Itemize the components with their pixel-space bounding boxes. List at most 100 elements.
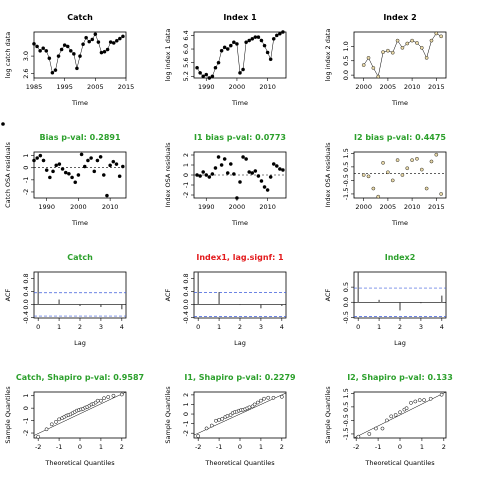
panel-8: Index2 Lag ACF 0 1 2 3 4 -0.5 0.0 0.5 <box>324 253 447 347</box>
y-tick-label: -2 <box>22 189 30 195</box>
data-point <box>87 39 91 44</box>
data-point <box>201 74 205 79</box>
y-tick-label: 0 <box>22 166 30 170</box>
y-tick-label: 5.6 <box>182 57 190 67</box>
residual-point <box>54 163 59 168</box>
y-tick-label: -1 <box>182 420 190 426</box>
y-axis-label: Catch OSA residuals <box>4 141 12 207</box>
data-point <box>366 56 371 60</box>
panel-4: I1 bias p-val: 0.0773 Time Index OSA resid… <box>164 133 287 227</box>
y-tick-label: 0.4 <box>182 286 190 296</box>
x-tick-label: 1 <box>259 443 263 451</box>
data-point <box>386 48 390 53</box>
y-tick-label: 1 <box>182 402 190 406</box>
data-point <box>390 50 395 55</box>
y-tick-label: -0.5 <box>342 414 350 427</box>
plot-frame <box>33 151 127 199</box>
x-tick-label: 3 <box>419 323 423 331</box>
residual-point <box>376 194 381 199</box>
data-point <box>72 52 76 56</box>
panel-6: Catch Lag ACF 0 1 2 3 4 -0.4 0.0 0.4 0.8 <box>4 253 127 347</box>
x-tick-label: 2000 <box>355 203 372 211</box>
residual-point <box>424 186 429 191</box>
x-tick-label: 2000 <box>229 83 246 91</box>
x-tick-label: 2010 <box>102 203 119 211</box>
qq-point <box>439 392 444 397</box>
y-tick-label: 1.0 <box>342 41 350 51</box>
y-tick-label: 1 <box>22 154 30 158</box>
data-point <box>253 35 258 39</box>
residual-point <box>105 193 109 198</box>
residual-point <box>400 173 405 177</box>
qq-point <box>385 418 389 423</box>
data-point <box>111 41 116 45</box>
panel-title: Index 1 <box>223 13 257 22</box>
qq-point <box>95 398 100 403</box>
y-tick-label: 2 <box>182 153 190 157</box>
residual-point <box>241 155 245 159</box>
x-tick-label: -1 <box>56 443 62 451</box>
data-point <box>207 76 212 80</box>
qq-point <box>404 406 409 411</box>
data-point <box>405 41 410 46</box>
x-tick-label: 2 <box>120 443 124 451</box>
data-point <box>429 38 434 43</box>
residual-point <box>405 166 410 171</box>
data-point <box>115 38 119 43</box>
y-tick-label: 0.8 <box>22 273 30 283</box>
y-axis-label: Index OSA residuals <box>164 142 172 208</box>
panel-title: I1 bias p-val: 0.0773 <box>194 133 286 142</box>
y-tick-label: 0.8 <box>182 273 190 283</box>
qq-point <box>389 414 394 419</box>
data-point <box>395 38 400 43</box>
residual-point <box>395 158 400 162</box>
y-tick-label: 1 <box>182 163 190 167</box>
panel-5: I2 bias p-val: 0.4475 Time Index OSA resid… <box>324 133 446 227</box>
x-tick-label: 2 <box>280 443 284 451</box>
data-point <box>210 74 215 79</box>
y-tick-label: -2 <box>22 430 30 436</box>
residual-point <box>415 156 419 161</box>
qq-point <box>266 395 271 400</box>
data-point <box>96 40 101 44</box>
y-tick-label: 0.5 <box>342 162 350 172</box>
x-axis-label: Time <box>391 219 408 227</box>
x-tick-label: 4 <box>280 323 284 331</box>
residual-point <box>63 170 68 175</box>
residual-point <box>207 175 212 179</box>
y-tick-label: -1 <box>22 177 30 183</box>
x-tick-label: 4 <box>120 323 124 331</box>
residual-point <box>216 155 221 159</box>
data-point <box>381 50 385 54</box>
residual-point <box>274 164 279 168</box>
residual-point <box>381 161 385 165</box>
y-tick-label: 0.4 <box>22 286 30 296</box>
data-point <box>232 40 236 45</box>
residual-point <box>121 164 125 169</box>
plot-frame <box>33 271 127 319</box>
y-tick-label: 0 <box>182 412 190 416</box>
residual-point <box>386 170 390 175</box>
data-point <box>250 37 255 41</box>
y-axis-label: ACF <box>4 288 12 301</box>
y-tick-label: 0 <box>22 406 30 410</box>
residual-point <box>228 162 233 166</box>
x-axis-label: Time <box>231 219 248 227</box>
residual-point <box>419 167 424 172</box>
x-tick-label: 3 <box>99 323 103 331</box>
x-axis-label: Lag <box>74 339 86 347</box>
y-tick-label: 5.2 <box>182 71 190 81</box>
residual-point <box>429 159 434 164</box>
residual-point <box>198 174 202 178</box>
residual-point <box>73 180 78 185</box>
data-point <box>32 42 36 46</box>
panel-9: Catch, Shapiro p-val: 0.9587 Theoretical … <box>4 373 144 467</box>
data-point <box>198 71 202 75</box>
qq-reference-line <box>193 392 287 436</box>
residual-point <box>366 174 371 179</box>
x-tick-label: 0 <box>78 443 82 451</box>
panel-1: Index 1 Time log index 1 data 1990 2000 2010 5… <box>164 13 287 107</box>
qq-point <box>262 396 266 401</box>
y-tick-label: 0.0 <box>342 297 350 307</box>
